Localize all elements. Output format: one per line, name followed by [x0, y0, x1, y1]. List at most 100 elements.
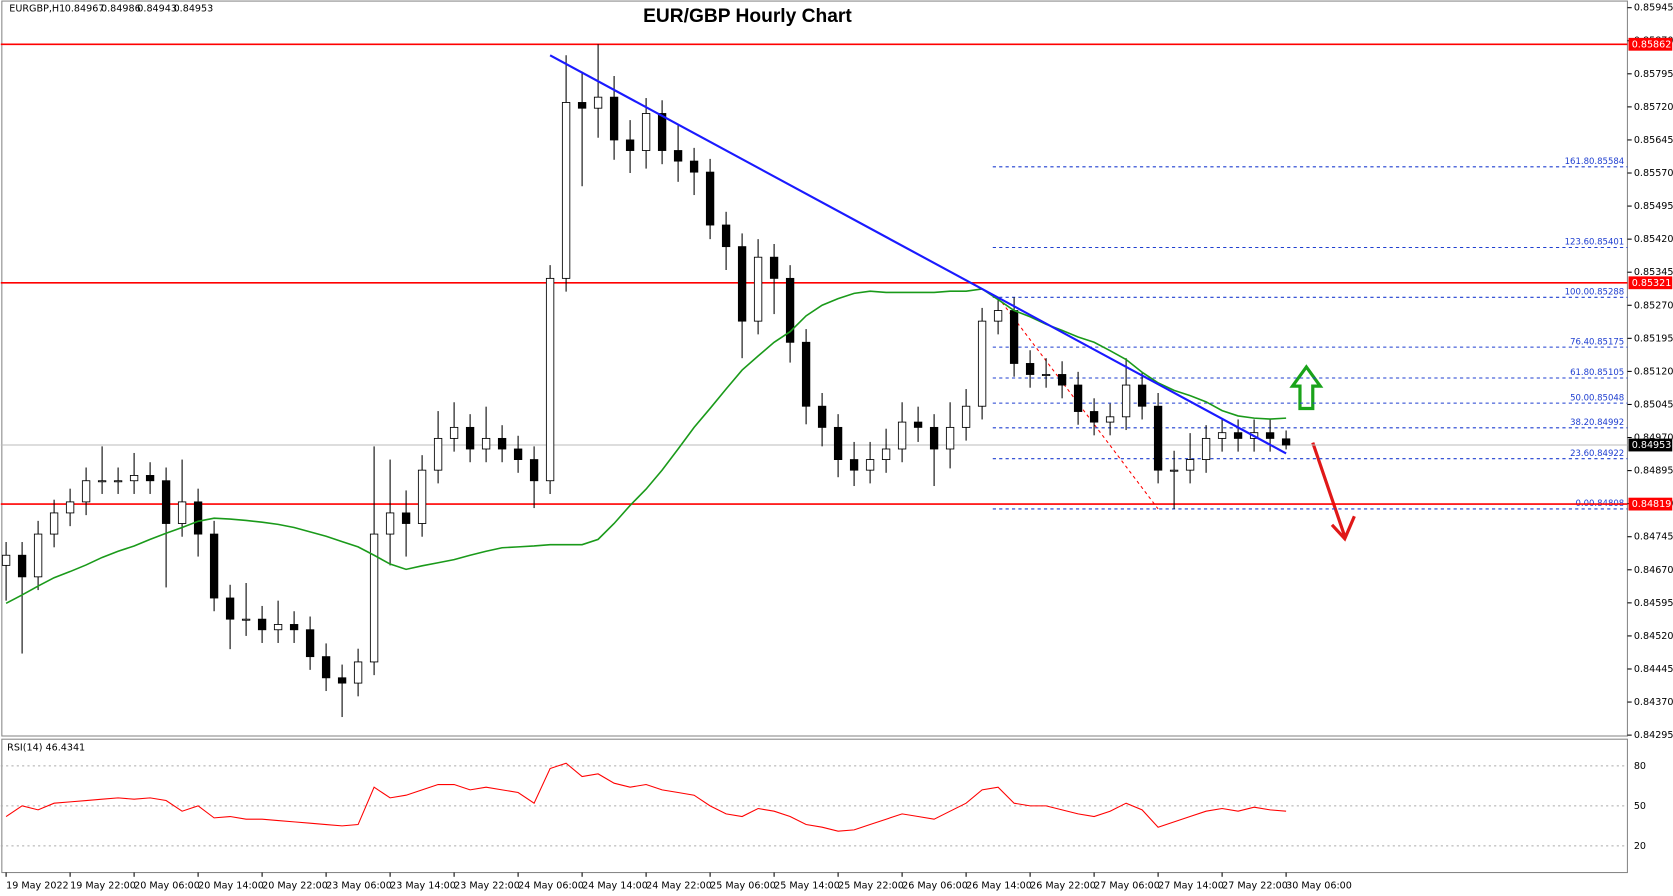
fib-ratio: 161.8	[1565, 157, 1589, 167]
candle-body	[657, 113, 667, 151]
x-tick-label: 25 May 14:00	[774, 880, 840, 891]
x-tick-label: 24 May 22:00	[646, 880, 712, 891]
rsi-line	[5, 762, 1287, 832]
candle-body	[545, 277, 555, 482]
x-tick-label: 20 May 06:00	[134, 880, 200, 891]
candle-body	[145, 475, 155, 482]
candle-body	[385, 512, 395, 535]
header-low: 0.84943	[137, 4, 177, 15]
candle-body	[33, 533, 43, 578]
x-tick-label: 19 May 2022	[6, 880, 69, 891]
candle-body	[81, 480, 91, 503]
candle-body	[1265, 432, 1275, 439]
y-tick-label: 0.84370	[1634, 697, 1673, 708]
header-high: 0.84986	[101, 4, 141, 15]
candle-body	[1105, 416, 1115, 423]
x-tick-label: 27 May 22:00	[1222, 880, 1288, 891]
header-close: 0.84953	[174, 4, 214, 15]
down-arrow	[1311, 442, 1356, 542]
candle-body	[705, 171, 715, 226]
y-tick-label: 0.84295	[1634, 730, 1673, 741]
y-tick-label: 0.84670	[1634, 565, 1673, 576]
candle-body	[129, 475, 139, 482]
fib-value: 0.85288	[1589, 287, 1624, 297]
level-label: 0.85862	[1632, 39, 1672, 50]
level-box	[1628, 497, 1673, 511]
y-tick-label: 0.85120	[1634, 366, 1673, 377]
candle-body	[689, 160, 699, 173]
candle-body	[497, 437, 507, 450]
fib-value: 0.85048	[1589, 393, 1624, 403]
candle-body	[513, 448, 523, 461]
fib-ratio: 76.4	[1570, 337, 1589, 347]
candle-body	[49, 512, 59, 535]
candle-body	[961, 405, 971, 428]
level-label: 0.84819	[1632, 499, 1672, 510]
y-tick-label: 0.85645	[1634, 135, 1673, 146]
x-tick-label: 23 May 22:00	[454, 880, 520, 891]
candle-body	[465, 426, 475, 450]
x-tick-label: 30 May 06:00	[1286, 880, 1352, 891]
y-tick-label: 0.85270	[1634, 300, 1673, 311]
candle-body	[753, 256, 763, 322]
candle-body	[257, 618, 267, 631]
candle-body	[289, 624, 299, 631]
x-tick-label: 19 May 22:00	[70, 880, 136, 891]
x-tick-label: 24 May 06:00	[518, 880, 584, 891]
candle-body	[1, 554, 11, 566]
candle-body	[1169, 469, 1179, 472]
candle-body	[1057, 374, 1067, 386]
candle-body	[433, 437, 443, 471]
candle-body	[817, 405, 827, 428]
candle-body	[673, 150, 683, 162]
candle-body	[321, 656, 331, 679]
candle-body	[1009, 310, 1019, 364]
fib-ratio: 50.0	[1570, 393, 1589, 403]
level-box	[1628, 37, 1673, 51]
candle-body	[625, 139, 635, 151]
symbol: EURGBP,H1	[9, 4, 65, 15]
fib-ratio: 23.6	[1570, 449, 1589, 459]
y-tick-label: 0.85195	[1634, 333, 1673, 344]
x-tick-label: 20 May 14:00	[198, 880, 264, 891]
candle-body	[945, 426, 955, 450]
candle-body	[17, 554, 27, 578]
candle-body	[1201, 437, 1211, 461]
x-tick-label: 25 May 22:00	[838, 880, 904, 891]
candle-body	[561, 102, 571, 279]
candle-body	[193, 501, 203, 535]
y-tick-label: 0.85495	[1634, 201, 1673, 212]
rsi-tick-label: 80	[1634, 761, 1646, 772]
candle-body	[401, 512, 411, 524]
candle-body	[1185, 459, 1195, 471]
candle-body	[641, 113, 651, 151]
rsi-tick-label: 50	[1634, 801, 1646, 812]
y-tick-label: 0.84895	[1634, 466, 1673, 477]
candle-body	[913, 421, 923, 428]
fib-value: 0.85105	[1589, 368, 1624, 378]
candle-body	[1041, 374, 1051, 376]
current-price-label: 0.84953	[1632, 440, 1672, 451]
candle-body	[177, 501, 187, 524]
x-tick-label: 26 May 14:00	[966, 880, 1032, 891]
y-tick-label: 0.84970	[1634, 433, 1673, 444]
candle-body	[1137, 384, 1147, 407]
candle-body	[785, 277, 795, 343]
fib-value: 0.84992	[1589, 418, 1624, 428]
up-arrow	[1289, 364, 1324, 411]
fib-ratio: 61.8	[1570, 368, 1589, 378]
candle-body	[113, 480, 123, 483]
x-tick-label: 24 May 14:00	[582, 880, 648, 891]
candle-body	[593, 96, 603, 109]
candle-body	[577, 102, 587, 109]
candle-body	[993, 310, 1003, 322]
candle-body	[609, 96, 619, 141]
x-tick-label: 26 May 06:00	[902, 880, 968, 891]
candle-body	[929, 426, 939, 450]
candle-body	[881, 448, 891, 461]
x-tick-label: 23 May 06:00	[326, 880, 392, 891]
candle-body	[1233, 432, 1243, 439]
candle-body	[241, 618, 251, 621]
candle-body	[721, 224, 731, 248]
